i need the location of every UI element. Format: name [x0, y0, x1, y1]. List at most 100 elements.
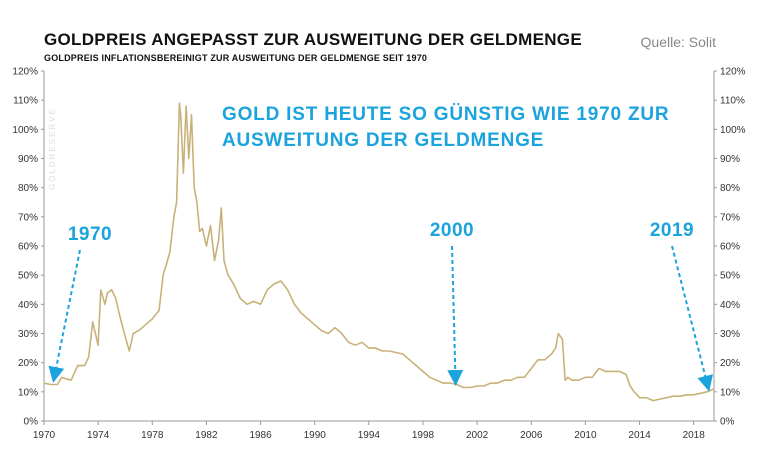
data-point — [571, 379, 573, 381]
y-tick-label-right: 80% — [720, 183, 740, 194]
x-tick-label: 1982 — [195, 430, 218, 441]
data-point — [173, 216, 175, 218]
y-tick-label-right: 90% — [720, 154, 740, 165]
data-point — [246, 303, 248, 305]
data-point — [578, 379, 580, 381]
x-tick-label: 1990 — [304, 430, 327, 441]
data-point — [193, 187, 195, 189]
data-point — [77, 365, 79, 367]
data-point — [503, 379, 505, 381]
data-point — [223, 260, 225, 262]
annotation-arrow-2000 — [447, 245, 464, 386]
data-point — [368, 347, 370, 349]
data-point — [115, 298, 117, 299]
annotations: 1970 2000 2019 — [48, 220, 714, 392]
data-point — [43, 382, 45, 384]
data-point — [293, 303, 295, 305]
data-point — [652, 400, 654, 402]
data-point — [239, 298, 241, 299]
data-point — [584, 376, 586, 378]
axes: 0% 0% 10% 10% 20% 20% 30% 30% 40% 40% 50% 50% 60% 60%… — [12, 67, 745, 442]
data-point — [119, 315, 121, 317]
data-point — [429, 376, 431, 378]
series-line — [43, 102, 715, 402]
data-point — [70, 379, 72, 381]
data-point — [442, 382, 444, 384]
data-point — [625, 373, 627, 375]
data-point — [348, 341, 350, 343]
data-point — [605, 370, 607, 372]
x-tick-label: 1994 — [358, 430, 381, 441]
y-tick-label-left: 90% — [18, 154, 38, 165]
data-point — [209, 225, 211, 227]
data-point — [686, 394, 688, 396]
y-tick-label-left: 80% — [18, 183, 38, 194]
y-tick-label-left: 120% — [12, 67, 38, 78]
data-point — [138, 330, 140, 332]
y-tick-label-right: 20% — [720, 358, 740, 369]
data-point — [551, 353, 553, 355]
x-tick-label: 1986 — [249, 430, 272, 441]
data-point — [381, 350, 383, 352]
x-tick-label: 2018 — [683, 430, 706, 441]
data-point — [639, 397, 641, 399]
data-point — [104, 303, 106, 305]
data-point — [361, 341, 363, 343]
data-point — [436, 379, 438, 381]
data-point — [220, 207, 222, 209]
x-tick-label: 1974 — [87, 430, 110, 441]
data-point — [201, 228, 203, 229]
data-point — [555, 347, 557, 349]
data-point — [57, 384, 59, 386]
data-point — [598, 368, 600, 369]
data-point — [561, 338, 563, 340]
data-point — [334, 327, 336, 329]
data-point — [659, 398, 661, 400]
data-point — [97, 344, 99, 346]
data-point — [128, 350, 130, 352]
x-tick-label: 1970 — [33, 430, 56, 441]
data-point — [544, 359, 546, 361]
y-tick-label-left: 10% — [18, 387, 38, 398]
headline-line-2: AUSWEITUNG DER GELDMENGE — [222, 130, 544, 151]
y-tick-label-left: 30% — [18, 329, 38, 340]
y-tick-label-right: 50% — [720, 271, 740, 282]
data-point — [151, 318, 153, 320]
x-tick-label: 2010 — [574, 430, 597, 441]
data-point — [645, 397, 647, 399]
data-point — [169, 251, 171, 253]
data-point — [375, 347, 377, 349]
data-point — [327, 333, 329, 334]
data-point — [693, 394, 695, 396]
data-point — [176, 201, 178, 203]
data-point — [182, 172, 184, 174]
x-tick-label: 1998 — [412, 430, 435, 441]
y-tick-label-left: 60% — [18, 242, 38, 253]
data-point — [567, 376, 569, 378]
data-point — [320, 330, 322, 332]
annotation-label-2000: 2000 — [430, 220, 474, 241]
x-tick-label: 1978 — [141, 430, 164, 441]
data-point — [557, 333, 559, 334]
y-tick-label-left: 50% — [18, 271, 38, 282]
data-point — [422, 370, 424, 372]
data-point — [132, 333, 134, 334]
data-point — [260, 303, 262, 305]
data-point — [178, 102, 180, 104]
y-tick-label-right: 30% — [720, 329, 740, 340]
data-point — [633, 391, 635, 393]
data-point — [496, 382, 498, 384]
y-tick-label-right: 100% — [720, 125, 746, 136]
data-point — [218, 239, 220, 241]
data-point — [629, 385, 631, 387]
annotation-label-2019: 2019 — [650, 220, 694, 241]
data-point — [408, 359, 410, 361]
data-point — [469, 386, 471, 388]
data-point — [65, 378, 67, 380]
data-point — [699, 392, 701, 394]
annotation-arrow-2019 — [671, 245, 714, 392]
data-point — [341, 333, 343, 334]
data-point — [111, 289, 113, 291]
data-point — [191, 114, 193, 116]
